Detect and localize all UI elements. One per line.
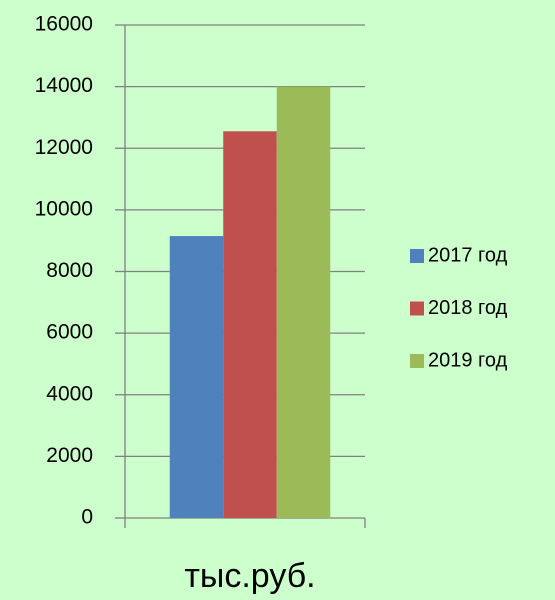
legend-swatch xyxy=(410,301,424,316)
legend-label: 2017 год xyxy=(428,244,508,266)
bar xyxy=(223,131,277,518)
y-tick-label: 0 xyxy=(81,506,93,529)
legend-label: 2019 год xyxy=(428,349,508,371)
bar xyxy=(169,236,224,519)
y-tick-label: 16000 xyxy=(35,13,93,36)
bar xyxy=(276,86,331,518)
y-tick-label: 10000 xyxy=(35,197,93,220)
y-tick-label: 8000 xyxy=(46,259,93,282)
y-tick-label: 4000 xyxy=(46,382,93,405)
legend-swatch xyxy=(410,249,424,263)
y-tick-label: 14000 xyxy=(35,74,93,97)
y-tick-label: 2000 xyxy=(46,444,93,467)
y-tick-label: 12000 xyxy=(35,136,93,159)
legend-label: 2018 год xyxy=(428,297,508,319)
y-tick-label: 6000 xyxy=(46,321,93,344)
legend-swatch xyxy=(410,354,424,368)
x-tick-label: тыс.руб. xyxy=(184,557,315,595)
